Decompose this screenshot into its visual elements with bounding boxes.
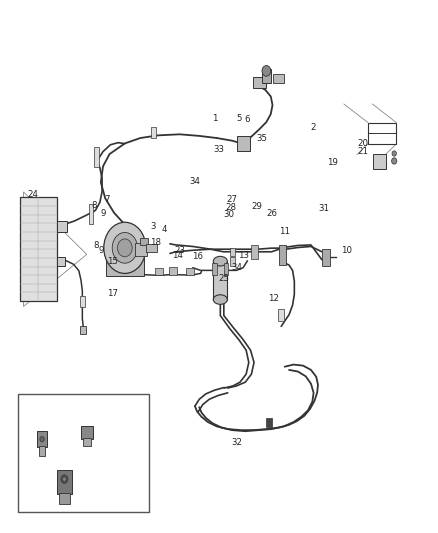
Text: 20: 20: [357, 140, 368, 148]
Ellipse shape: [40, 437, 44, 442]
Text: 21: 21: [357, 148, 368, 156]
Text: 27: 27: [226, 196, 238, 204]
Bar: [140, 238, 148, 245]
Text: 3: 3: [151, 222, 156, 231]
Bar: [213, 261, 227, 300]
Bar: [59, 493, 70, 504]
Bar: [57, 470, 72, 494]
Bar: [89, 205, 93, 224]
Text: 9: 9: [100, 209, 106, 217]
Ellipse shape: [213, 295, 227, 304]
Text: 26: 26: [266, 209, 277, 217]
Text: 33: 33: [213, 145, 225, 154]
Circle shape: [104, 222, 146, 273]
Bar: [20, 197, 57, 301]
Circle shape: [117, 239, 132, 257]
Text: 14: 14: [172, 252, 183, 260]
Text: 28: 28: [225, 204, 237, 212]
Text: 31: 31: [318, 205, 330, 213]
Bar: [212, 263, 217, 274]
Circle shape: [112, 232, 138, 263]
Bar: [135, 243, 147, 255]
Bar: [83, 438, 91, 447]
Bar: [80, 326, 86, 334]
Ellipse shape: [63, 477, 66, 481]
Bar: [279, 245, 286, 265]
Text: 1: 1: [212, 114, 217, 123]
Text: 7: 7: [105, 196, 110, 204]
Circle shape: [262, 66, 271, 76]
Bar: [39, 446, 45, 456]
Bar: [322, 249, 330, 266]
Circle shape: [392, 158, 397, 164]
Ellipse shape: [213, 256, 227, 266]
Text: 8: 8: [92, 201, 97, 209]
Text: 11: 11: [279, 228, 290, 236]
Bar: [151, 127, 156, 138]
Text: 25: 25: [218, 274, 229, 282]
Bar: [230, 247, 235, 256]
Text: 13: 13: [237, 252, 249, 260]
Bar: [266, 418, 272, 427]
Text: 30: 30: [223, 210, 235, 219]
Bar: [230, 257, 235, 265]
Text: 2: 2: [311, 124, 316, 132]
Ellipse shape: [61, 475, 68, 483]
Text: 6: 6: [245, 116, 250, 124]
Bar: [155, 268, 163, 275]
Bar: [373, 154, 386, 169]
Bar: [251, 245, 258, 259]
Bar: [273, 74, 284, 83]
Bar: [106, 253, 144, 276]
Text: 17: 17: [107, 289, 119, 297]
Bar: [18, 394, 149, 512]
Bar: [37, 431, 47, 447]
Text: 18: 18: [150, 238, 161, 247]
Text: 9: 9: [98, 246, 103, 255]
Bar: [186, 268, 194, 275]
Text: 23: 23: [174, 246, 185, 255]
Bar: [57, 221, 67, 232]
Bar: [81, 426, 93, 439]
Bar: [237, 136, 250, 151]
Bar: [94, 148, 99, 167]
Text: 35: 35: [256, 134, 268, 143]
Text: 16: 16: [191, 253, 203, 261]
Bar: [278, 309, 284, 321]
Bar: [224, 263, 228, 274]
Text: 12: 12: [268, 294, 279, 303]
Text: 34: 34: [189, 177, 201, 185]
Text: 4: 4: [162, 225, 167, 233]
Text: 10: 10: [340, 246, 352, 255]
Text: 34: 34: [231, 263, 242, 272]
Bar: [80, 296, 85, 307]
Bar: [253, 77, 265, 88]
Text: 29: 29: [252, 203, 262, 211]
Text: 8: 8: [94, 241, 99, 249]
Text: 32: 32: [231, 438, 242, 447]
Bar: [57, 257, 65, 266]
Bar: [146, 244, 157, 252]
Circle shape: [392, 151, 396, 156]
Text: 24: 24: [27, 190, 39, 199]
Text: 15: 15: [107, 257, 119, 265]
Bar: [169, 267, 177, 274]
Text: 5: 5: [236, 114, 241, 123]
Text: 19: 19: [328, 158, 338, 167]
Bar: [261, 69, 271, 83]
